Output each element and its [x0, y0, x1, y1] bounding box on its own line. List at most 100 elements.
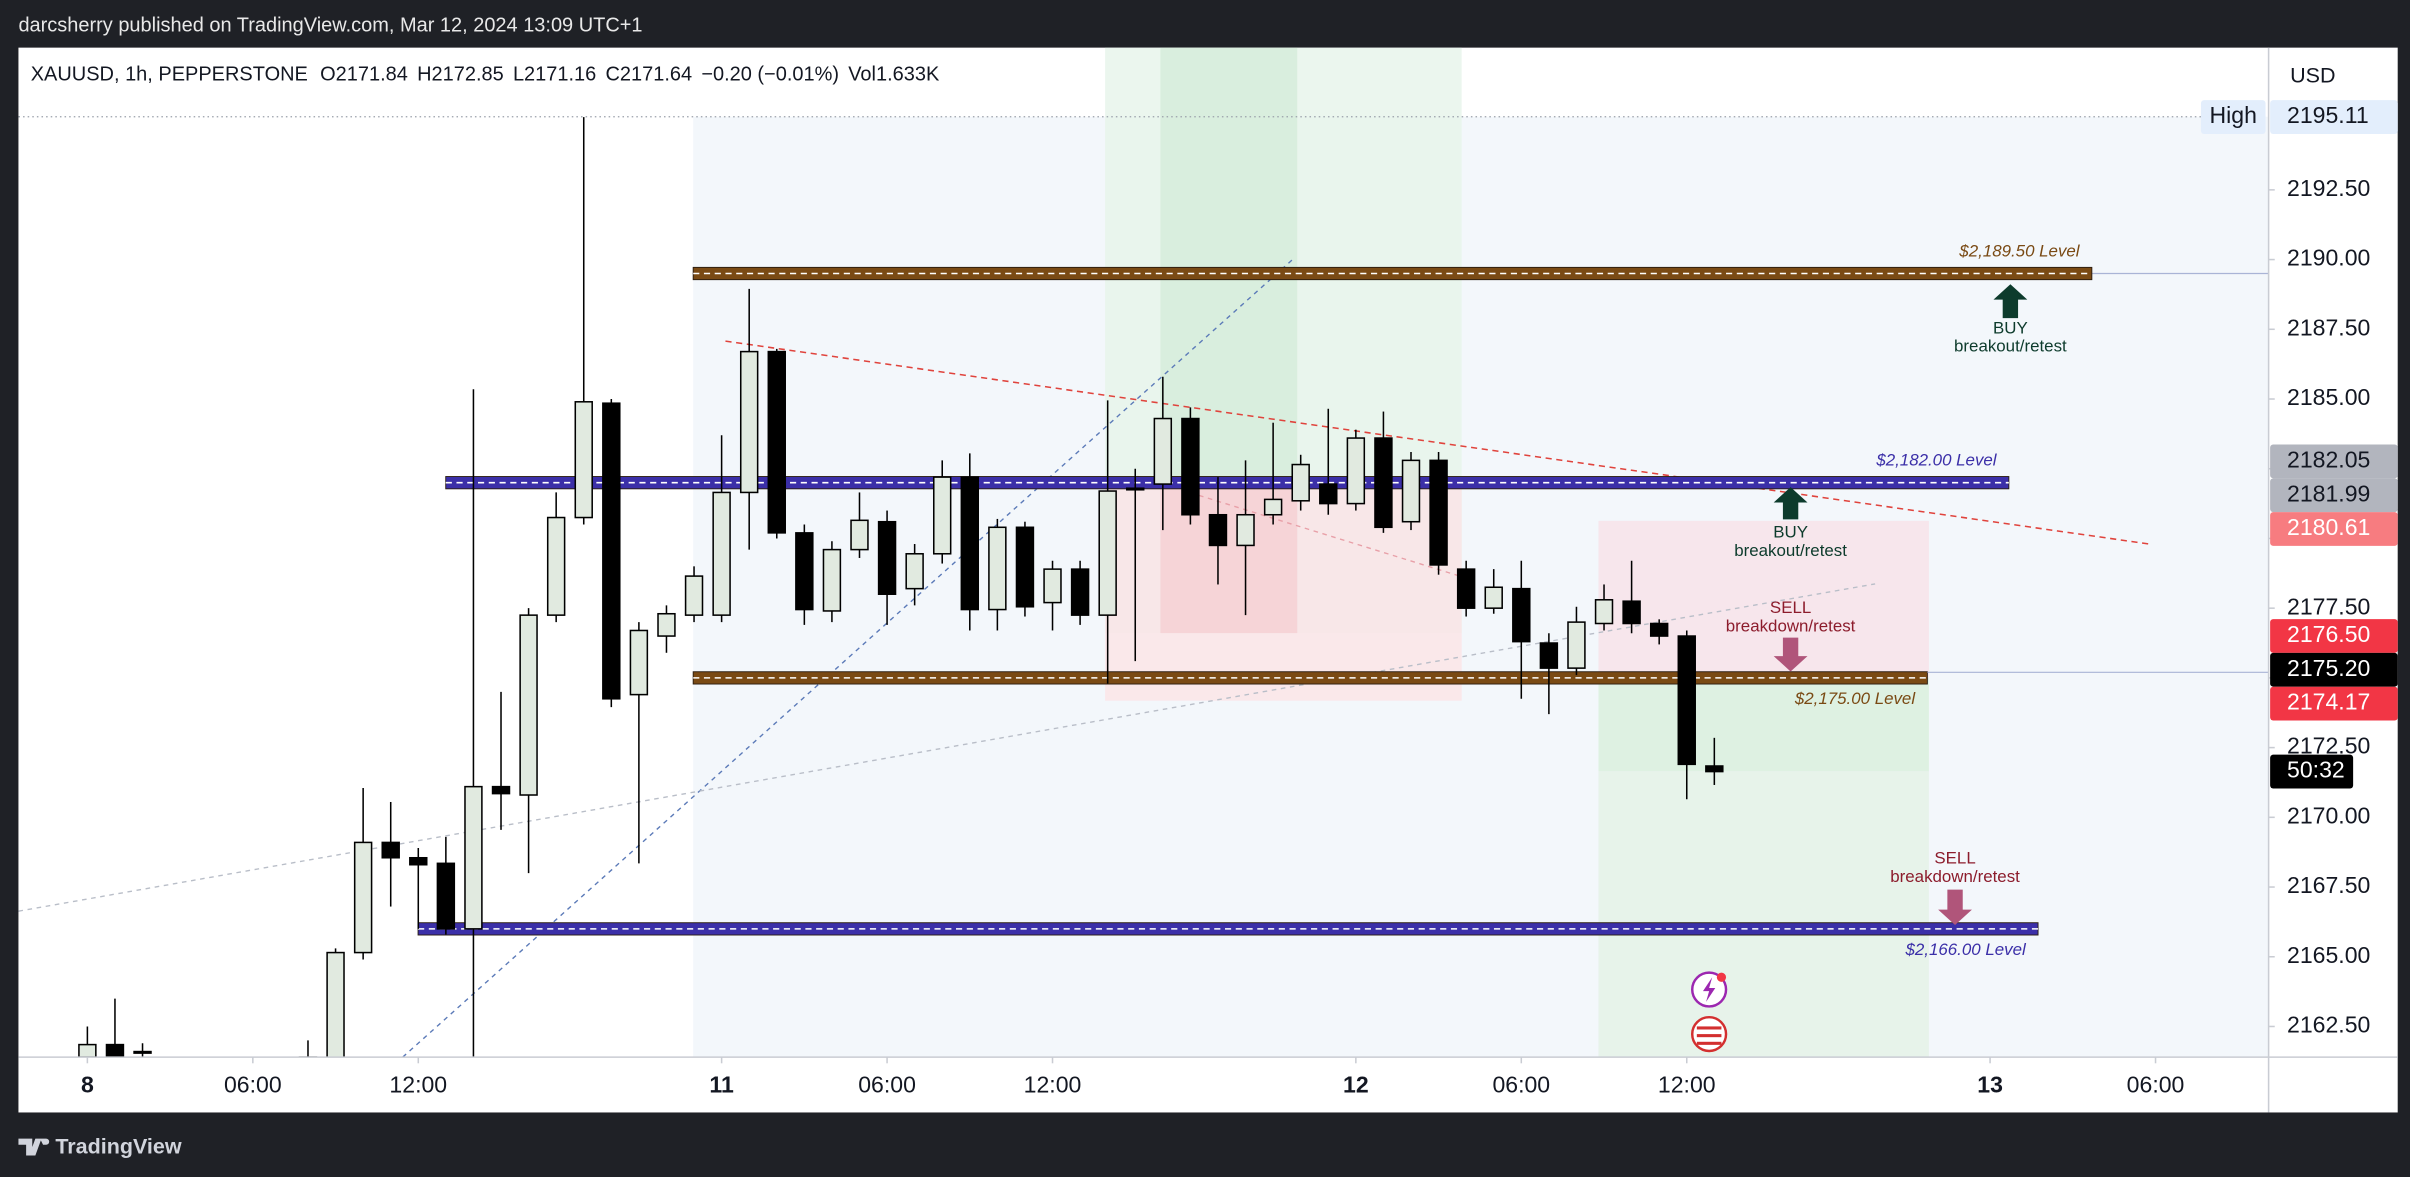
flag-stripe: [1696, 1026, 1722, 1030]
candle-body: [409, 856, 428, 866]
y-tick-label: 2172.50: [2287, 733, 2370, 759]
brand: TradingView: [18, 1134, 182, 1158]
price-tag-label: 2175.20: [2287, 655, 2370, 681]
flag-stripe: [1696, 1041, 1722, 1045]
candle-body: [988, 526, 1007, 611]
candle-body: [822, 548, 842, 612]
annotation-arrow: [1938, 889, 1972, 926]
x-tick-label: 12:00: [1024, 1071, 1082, 1097]
annotation-text: breakout/retest: [1734, 541, 1847, 560]
x-tick-label: 06:00: [2127, 1071, 2185, 1097]
currency: USD: [2290, 64, 2335, 88]
annotation-text: SELL: [1770, 598, 1811, 617]
annotation-text: BUY: [1773, 523, 1808, 542]
candle-body: [1484, 586, 1503, 609]
candle-body: [1429, 459, 1448, 566]
countdown-tag: [2270, 754, 2354, 789]
candle-body: [877, 520, 897, 595]
candle-body: [326, 951, 345, 1058]
candle-body: [932, 476, 952, 555]
price-tag-label: 2195.11: [2287, 102, 2369, 128]
candle-body: [1015, 526, 1035, 608]
x-tick-label: 06:00: [224, 1071, 282, 1097]
price-tag-label: 2176.50: [2287, 621, 2370, 647]
candle-body: [78, 1043, 97, 1058]
candle-body: [1153, 417, 1173, 485]
level-label: $2,166.00 Level: [1905, 940, 2027, 959]
short-box: [1598, 520, 1929, 678]
candle-body: [1512, 587, 1531, 643]
legend-item: Vol1.633K: [848, 64, 940, 86]
candle-body: [850, 519, 869, 551]
candle-body: [464, 785, 483, 930]
price-tag: [2270, 652, 2398, 687]
x-tick-label: 06:00: [1492, 1071, 1550, 1097]
price-tag-note: High: [2210, 102, 2257, 128]
candle-body: [1263, 498, 1283, 516]
candle-body: [629, 629, 649, 696]
candle-body: [1622, 600, 1641, 625]
candle-body: [1705, 765, 1724, 773]
candle-body: [684, 575, 704, 616]
candle-body: [795, 532, 814, 611]
y-tick-label: 2192.50: [2287, 175, 2370, 201]
y-tick-label: 2162.50: [2287, 1012, 2370, 1038]
candle-body: [574, 401, 593, 519]
candle-body: [905, 553, 924, 590]
candle-body: [767, 350, 786, 534]
y-tick-label: 2170.00: [2287, 802, 2370, 828]
candle-body: [353, 841, 373, 954]
candle-body: [602, 402, 621, 700]
brand-logo: [18, 1138, 50, 1156]
price-tag: [2270, 686, 2398, 721]
brand-name: TradingView: [55, 1134, 182, 1158]
candle-body: [712, 491, 731, 616]
long-box: [1598, 677, 1929, 772]
annotation-arrow: [1773, 487, 1808, 520]
annotation-arrow: [1993, 284, 2028, 319]
flag-stripe: [1696, 1034, 1722, 1038]
candle-body: [1070, 568, 1090, 616]
price-tag-label: 2174.17: [2287, 689, 2370, 715]
candle-body: [1181, 417, 1200, 516]
candle-body: [1401, 459, 1421, 523]
candle-body: [739, 350, 759, 494]
x-tick-label: 11: [709, 1071, 734, 1097]
trend-line: [402, 257, 1295, 1058]
price-tag-label: 2181.99: [2287, 480, 2370, 506]
trend-line: [725, 340, 2149, 545]
candle-body: [1043, 568, 1062, 604]
level-label: $2,189.50 Level: [1958, 241, 2080, 260]
price-tag-label: 2180.61: [2287, 514, 2370, 540]
annotation-text: BUY: [1993, 318, 2028, 337]
y-tick-label: 2187.50: [2287, 314, 2370, 340]
candle-body: [105, 1043, 125, 1058]
candle-body: [960, 476, 980, 611]
x-tick-label: 8: [81, 1071, 94, 1097]
level-band: [692, 266, 2093, 281]
candle-body: [519, 614, 538, 796]
long-box-lower: [1598, 771, 1929, 1058]
y-tick-label: 2167.50: [2287, 872, 2370, 898]
event-dot: [1716, 972, 1727, 982]
legend: XAUUSD, 1h, PEPPERSTONE O2171.84 H2172.85 L…: [31, 64, 940, 86]
lightning: [1702, 977, 1716, 1002]
y-tick-label: 2165.00: [2287, 942, 2370, 968]
candle-body: [381, 841, 400, 859]
y-tick-label: 2190.00: [2287, 245, 2370, 271]
annotation-arrow: [1773, 637, 1808, 672]
event-icon: [1690, 1015, 1728, 1053]
countdown: 50:32: [2287, 757, 2345, 783]
legend-item: O2171.84: [320, 64, 408, 86]
candle-body: [1649, 622, 1669, 637]
candle-body: [1539, 642, 1559, 669]
publisher: darcsherry published on TradingView.com,…: [18, 14, 642, 36]
price-tag-note-bg: [2200, 100, 2266, 134]
symbol: XAUUSD, 1h, PEPPERSTONE: [31, 64, 308, 86]
annotation-text: SELL: [1934, 848, 1975, 867]
candle-body: [546, 516, 566, 616]
candle-body: [1291, 463, 1310, 502]
price-tag: [2270, 619, 2398, 653]
